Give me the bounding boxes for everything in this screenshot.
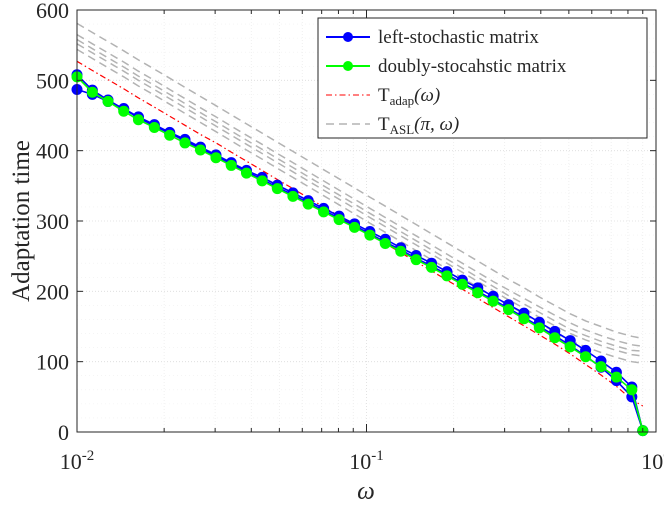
point-doubly-stochastic [164,129,176,141]
point-doubly-stochastic [379,238,391,250]
point-doubly-stochastic [240,167,252,179]
x-tick-label: 10-1 [349,448,384,474]
point-doubly-stochastic [333,214,345,226]
point-doubly-stochastic [549,332,561,344]
y-tick-label: 200 [36,279,69,304]
point-doubly-stochastic [487,295,499,307]
legend-tadap-arg: (ω) [414,85,440,106]
point-doubly-stochastic [533,322,545,334]
point-doubly-stochastic [194,144,206,156]
legend-label-tasl: TASL(π, ω) [378,114,459,137]
legend-entry-tasl: TASL(π, ω) [326,114,459,137]
point-doubly-stochastic [580,351,592,363]
series-tadap-line [76,60,644,407]
point-doubly-stochastic [564,341,576,353]
point-doubly-stochastic [395,245,407,257]
series-layer [71,22,649,437]
legend-marker-left-stochastic [343,32,353,42]
legend-box [317,17,648,139]
point-doubly-stochastic [626,384,638,396]
point-doubly-stochastic [179,137,191,149]
point-doubly-stochastic [210,152,222,164]
x-axis-label: ω [357,478,375,505]
point-doubly-stochastic [456,278,468,290]
point-doubly-stochastic [271,183,283,195]
series-tasl-line-5 [76,22,643,340]
series-tasl-line-3 [76,38,643,352]
point-doubly-stochastic [441,270,453,282]
legend-entry-doubly-stochastic: doubly-stocahstic matrix [326,56,567,77]
x-tick-label: 10-2 [60,448,95,474]
series-tasl-line-4 [76,33,643,347]
point-doubly-stochastic [610,371,622,383]
series-tasl-line-2 [76,43,643,357]
point-doubly-stochastic [518,313,530,325]
point-doubly-stochastic [318,206,330,218]
point-doubly-stochastic [148,121,160,133]
point-doubly-stochastic [287,190,299,202]
point-doubly-stochastic [102,95,114,107]
legend-tadap-main: T [378,85,390,106]
point-doubly-stochastic [426,261,438,273]
legend-tasl-main: T [378,114,390,135]
point-doubly-stochastic [256,175,268,187]
legend-tadap-sub: adap [390,93,415,108]
y-tick-label: 400 [36,139,69,164]
point-doubly-stochastic [118,105,130,117]
point-doubly-stochastic [86,86,98,98]
y-tick-label: 100 [36,350,69,375]
y-tick-label: 0 [58,420,69,445]
y-tick-label: 300 [36,209,69,234]
legend-entry-tadap: Tadap(ω) [326,85,440,108]
y-tick-label: 600 [36,0,69,23]
point-doubly-stochastic [302,198,314,210]
point-doubly-stochastic [132,114,144,126]
legend-label-doubly-stochastic: doubly-stocahstic matrix [378,56,567,77]
legend-entry-left-stochastic: left-stochastic matrix [326,27,539,48]
legend-tasl-sub: ASL [390,122,415,137]
point-doubly-stochastic [410,254,422,266]
point-doubly-stochastic [472,287,484,299]
x-tick-label: 100 [641,448,664,474]
ticks: 0 100 200 300 400 500 600 10-2 10-1 100 [36,0,664,474]
legend-label-tadap: Tadap(ω) [378,85,440,108]
legend: left-stochastic matrix doubly-stocahstic… [317,17,648,139]
legend-label-left-stochastic: left-stochastic matrix [378,27,539,48]
point-doubly-stochastic [503,304,515,316]
point-doubly-stochastic [225,159,237,171]
y-tick-label: 500 [36,68,69,93]
point-doubly-stochastic [364,229,376,241]
point-doubly-stochastic [595,361,607,373]
legend-tasl-arg: (π, ω) [414,114,459,135]
legend-marker-doubly-stochastic [343,61,353,71]
point-doubly-stochastic [349,221,361,233]
y-axis-label: Adaptation time [8,140,35,302]
